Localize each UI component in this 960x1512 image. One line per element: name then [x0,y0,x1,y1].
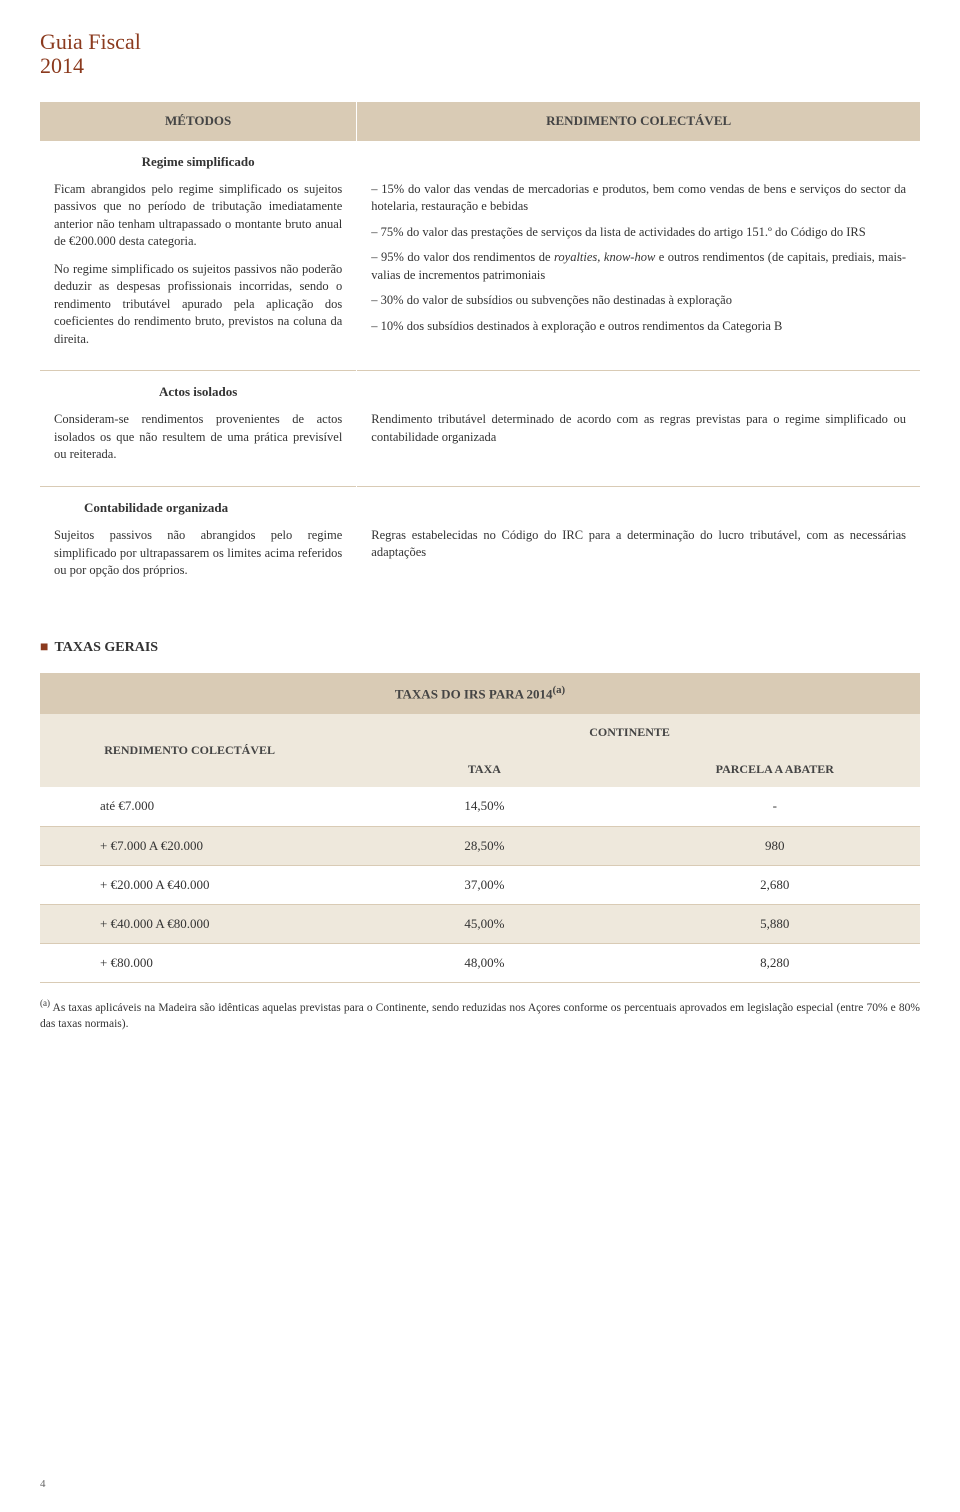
row-heading: Contabilidade organizada [54,499,342,517]
section-title-taxas-gerais: ■ TAXAS GERAIS [40,638,920,658]
methods-row-actos-isolados: Actos isolados Consideram-se rendimentos… [40,371,920,487]
document-title: Guia Fiscal 2014 [40,30,920,78]
tax-deduct: - [630,787,920,826]
row-para: Consideram-se rendimentos provenientes d… [54,411,342,464]
tax-rate: 45,00% [339,904,629,943]
methods-col-header: MÉTODOS [40,102,357,140]
bullet-item: – 10% dos subsídios destinados à explora… [371,318,906,336]
tax-row: + €40.000 A €80.000 45,00% 5,880 [40,904,920,943]
tax-group-header-row: RENDIMENTO COLECTÁVEL CONTINENTE [40,714,920,751]
tax-col-parcela: PARCELA A ABATER [630,751,920,788]
row-heading: Actos isolados [54,383,342,401]
tax-range: + €7.000 A €20.000 [40,826,339,865]
row-para: Rendimento tributável determinado de aco… [371,411,906,446]
methods-table: MÉTODOS RENDIMENTO COLECTÁVEL Regime sim… [40,102,920,601]
methods-row-regime-simplificado: Regime simplificado Ficam abrangidos pel… [40,141,920,371]
tax-range: + €40.000 A €80.000 [40,904,339,943]
page-number: 4 [40,1477,46,1492]
row-para: Ficam abrangidos pelo regime simplificad… [54,181,342,251]
tax-deduct: 2,680 [630,865,920,904]
tax-deduct: 5,880 [630,904,920,943]
methods-table-header-row: MÉTODOS RENDIMENTO COLECTÁVEL [40,102,920,140]
footnote-text: As taxas aplicáveis na Madeira são idênt… [40,1002,920,1030]
bullet-item: – 30% do valor de subsídios ou subvençõe… [371,292,906,310]
tax-super-header-row: TAXAS DO IRS PARA 2014(a) [40,673,920,714]
rendimento-col-header: RENDIMENTO COLECTÁVEL [357,102,920,140]
row-heading: Regime simplificado [54,153,342,171]
tax-deduct: 8,280 [630,944,920,983]
tax-range: + €20.000 A €40.000 [40,865,339,904]
tax-rate: 37,00% [339,865,629,904]
tax-range: + €80.000 [40,944,339,983]
row-para: Regras estabelecidas no Código do IRC pa… [371,527,906,562]
row-para: No regime simplificado os sujeitos passi… [54,261,342,349]
tax-super-header-cell: TAXAS DO IRS PARA 2014(a) [40,673,920,714]
tax-rate: 14,50% [339,787,629,826]
title-line-2: 2014 [40,53,84,78]
tax-table: TAXAS DO IRS PARA 2014(a) RENDIMENTO COL… [40,673,920,983]
tax-super-header-text: TAXAS DO IRS PARA 2014 [395,687,553,702]
bullet-item: – 75% do valor das prestações de serviço… [371,224,906,242]
square-bullet-icon: ■ [40,640,48,655]
tax-row: + €20.000 A €40.000 37,00% 2,680 [40,865,920,904]
title-line-1: Guia Fiscal [40,29,141,54]
section-title-text: TAXAS GERAIS [54,640,158,655]
tax-col-continente: CONTINENTE [339,714,920,751]
tax-deduct: 980 [630,826,920,865]
tax-rate: 28,50% [339,826,629,865]
methods-row-contabilidade-organizada: Contabilidade organizada Sujeitos passiv… [40,486,920,601]
footnote-marker: (a) [553,684,566,696]
tax-range: até €7.000 [40,787,339,826]
tax-col-taxa: TAXA [339,751,629,788]
row-para: Sujeitos passivos não abrangidos pelo re… [54,527,342,580]
tax-row: + €7.000 A €20.000 28,50% 980 [40,826,920,865]
tax-row: até €7.000 14,50% - [40,787,920,826]
tax-col-rendimento: RENDIMENTO COLECTÁVEL [40,714,339,788]
footnote: (a) As taxas aplicáveis na Madeira são i… [40,997,920,1032]
bullet-item: – 95% do valor dos rendimentos de royalt… [371,249,906,284]
footnote-mark: (a) [40,998,50,1008]
tax-row: + €80.000 48,00% 8,280 [40,944,920,983]
tax-rate: 48,00% [339,944,629,983]
bullet-item: – 15% do valor das vendas de mercadorias… [371,181,906,216]
